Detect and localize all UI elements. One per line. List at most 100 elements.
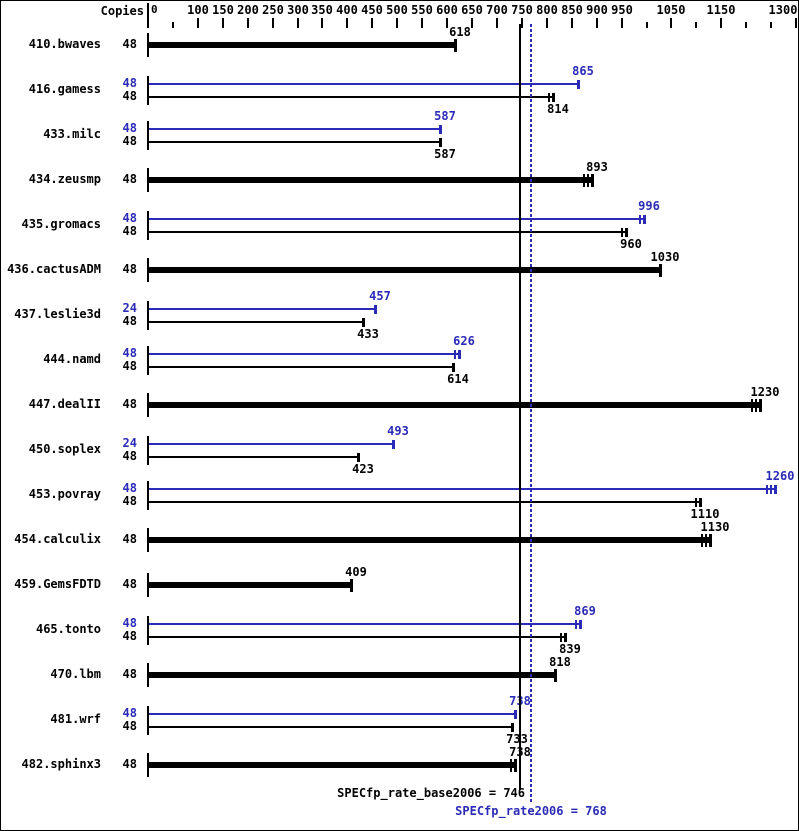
row-axis-stub bbox=[147, 616, 149, 645]
bar-end-cap bbox=[439, 138, 442, 147]
base-bar bbox=[149, 177, 593, 183]
bar-end-cap bbox=[357, 453, 360, 462]
bar-value-label: 433 bbox=[357, 327, 379, 341]
copies-value: 48 bbox=[122, 757, 137, 771]
base-bar bbox=[149, 96, 554, 98]
benchmark-label: 470.lbm bbox=[50, 667, 101, 681]
benchmark-label: 435.gromacs bbox=[21, 217, 101, 231]
axis-tick-label: 350 bbox=[311, 3, 333, 17]
axis-tick bbox=[670, 18, 672, 28]
axis-zero-line bbox=[147, 3, 149, 28]
row-axis-stub bbox=[147, 301, 149, 330]
bar-end-cap bbox=[659, 264, 662, 277]
bar-value-label: 1030 bbox=[650, 250, 680, 264]
base-bar bbox=[149, 726, 513, 728]
bar-value-label: 996 bbox=[638, 199, 660, 213]
base-bar bbox=[149, 636, 566, 638]
copies-value: 24 bbox=[122, 301, 137, 315]
bar-value-label: 626 bbox=[453, 334, 475, 348]
axis-tick-label: 100 bbox=[187, 3, 209, 17]
axis-tick-label: 500 bbox=[386, 3, 408, 17]
axis-tick bbox=[571, 18, 573, 28]
bar-value-label: 818 bbox=[549, 655, 571, 669]
benchmark-label: 454.calculix bbox=[14, 532, 101, 546]
base-bar bbox=[149, 366, 454, 368]
axis-tick bbox=[446, 18, 448, 28]
axis-tick bbox=[272, 18, 274, 28]
bar-end-cap bbox=[579, 620, 582, 629]
axis-tick-label: 200 bbox=[237, 3, 259, 17]
bar-value-label: 587 bbox=[434, 109, 456, 123]
copies-value: 48 bbox=[122, 616, 137, 630]
bar-end-cap bbox=[591, 174, 594, 187]
axis-tick-label: 650 bbox=[461, 3, 483, 17]
copies-value: 48 bbox=[122, 172, 137, 186]
bar-end-cap bbox=[564, 633, 567, 642]
bar-end-cap bbox=[514, 759, 517, 772]
bar-value-label: 423 bbox=[352, 462, 374, 476]
copies-value: 48 bbox=[122, 121, 137, 135]
bar-value-label: 614 bbox=[447, 372, 469, 386]
copies-value: 48 bbox=[122, 577, 137, 591]
copies-value: 48 bbox=[122, 481, 137, 495]
base-bar bbox=[149, 672, 556, 678]
axis-tick-label: 1300 bbox=[768, 3, 798, 17]
axis-tick-label: 0 bbox=[151, 3, 158, 16]
copies-value: 48 bbox=[122, 314, 137, 328]
bar-end-cap bbox=[458, 350, 461, 359]
summary-base-label: SPECfp_rate_base2006 = 746 bbox=[337, 786, 525, 800]
axis-tick-label: 950 bbox=[611, 3, 633, 17]
axis-tick-label: 700 bbox=[486, 3, 508, 17]
bar-value-label: 839 bbox=[559, 642, 581, 656]
copies-value: 48 bbox=[122, 89, 137, 103]
run-mark bbox=[560, 633, 562, 642]
run-mark bbox=[705, 534, 707, 547]
bar-value-label: 1110 bbox=[690, 507, 720, 521]
row-axis-stub bbox=[147, 573, 149, 597]
bar-end-cap bbox=[511, 723, 514, 732]
axis-minor-tick bbox=[770, 22, 772, 28]
bar-value-label: 457 bbox=[369, 289, 391, 303]
axis-tick-label: 750 bbox=[511, 3, 533, 17]
bar-value-label: 618 bbox=[449, 25, 471, 39]
row-axis-stub bbox=[147, 211, 149, 240]
bar-end-cap bbox=[759, 399, 762, 412]
axis-tick bbox=[222, 18, 224, 28]
summary-peak-label: SPECfp_rate2006 = 768 bbox=[455, 804, 607, 818]
axis-tick bbox=[795, 18, 797, 28]
row-axis-stub bbox=[147, 753, 149, 777]
axis-tick-label: 1050 bbox=[656, 3, 686, 17]
row-axis-stub bbox=[147, 528, 149, 552]
axis-tick bbox=[546, 18, 548, 28]
peak-bar bbox=[149, 128, 441, 130]
peak-bar bbox=[149, 713, 516, 715]
benchmark-label: 447.dealII bbox=[28, 397, 101, 411]
bar-end-cap bbox=[774, 485, 777, 494]
bar-value-label: 893 bbox=[586, 160, 608, 174]
axis-tick-label: 250 bbox=[262, 3, 284, 17]
run-mark bbox=[587, 174, 589, 187]
peak-bar bbox=[149, 83, 579, 85]
axis-tick-label: 900 bbox=[586, 3, 608, 17]
copies-column-header: Copies bbox=[100, 4, 144, 18]
axis-tick-label: 400 bbox=[336, 3, 358, 17]
copies-value: 48 bbox=[122, 76, 137, 90]
run-mark bbox=[548, 93, 550, 102]
bar-end-cap bbox=[577, 80, 580, 89]
run-mark bbox=[454, 350, 456, 359]
axis-minor-tick bbox=[745, 22, 747, 28]
row-axis-stub bbox=[147, 706, 149, 735]
row-axis-stub bbox=[147, 121, 149, 150]
axis-tick-label: 550 bbox=[411, 3, 433, 17]
copies-value: 48 bbox=[122, 359, 137, 373]
peak-bar bbox=[149, 308, 376, 310]
benchmark-label: 450.soplex bbox=[28, 442, 101, 456]
copies-value: 48 bbox=[122, 706, 137, 720]
run-mark bbox=[766, 485, 768, 494]
bar-value-label: 960 bbox=[620, 237, 642, 251]
axis-tick bbox=[321, 18, 323, 28]
bar-end-cap bbox=[643, 215, 646, 224]
axis-tick bbox=[521, 18, 523, 28]
axis-tick bbox=[596, 18, 598, 28]
